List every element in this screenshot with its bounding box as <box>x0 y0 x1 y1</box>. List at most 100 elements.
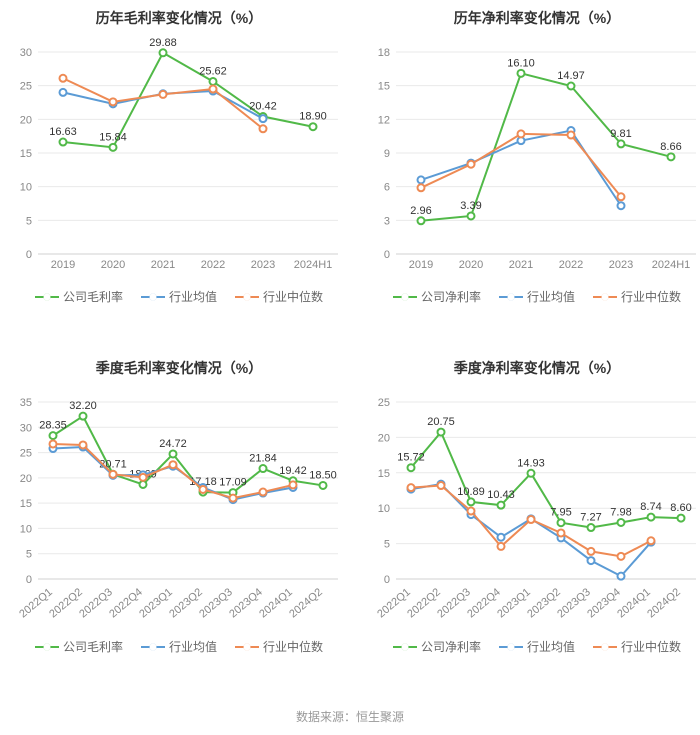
series-marker <box>418 176 425 183</box>
legend-swatch <box>141 641 165 653</box>
value-label: 21.84 <box>249 453 277 465</box>
chart-panel-annual_gross: 历年毛利率变化情况（%）0510152025302019202020212022… <box>0 0 358 350</box>
svg-text:2024Q1: 2024Q1 <box>257 586 295 620</box>
svg-text:25: 25 <box>20 448 32 460</box>
svg-text:2022Q3: 2022Q3 <box>435 586 473 620</box>
value-label: 20.75 <box>427 416 455 428</box>
legend-label: 行业均值 <box>527 288 575 305</box>
series-marker <box>618 553 625 560</box>
svg-text:2022Q1: 2022Q1 <box>17 586 55 620</box>
legend-label: 行业均值 <box>527 638 575 655</box>
legend: 公司毛利率行业均值行业中位数 <box>4 638 354 655</box>
value-label: 7.95 <box>550 507 571 519</box>
value-label: 16.10 <box>507 57 535 69</box>
series-line-company <box>411 432 681 527</box>
svg-text:2024Q2: 2024Q2 <box>645 586 683 620</box>
svg-text:35: 35 <box>20 397 32 409</box>
series-marker <box>668 153 675 160</box>
series-marker <box>110 144 117 151</box>
svg-text:5: 5 <box>26 549 32 561</box>
value-label: 8.60 <box>670 502 691 514</box>
series-line-company <box>421 73 671 220</box>
series-marker <box>588 548 595 555</box>
legend-item-company: 公司净利率 <box>393 638 481 655</box>
series-marker <box>588 557 595 564</box>
legend-item-company: 公司毛利率 <box>35 288 123 305</box>
chart-title: 季度净利率变化情况（%） <box>362 358 700 378</box>
svg-text:20: 20 <box>378 432 390 444</box>
series-marker <box>438 482 445 489</box>
series-marker <box>528 516 535 523</box>
legend-label: 行业中位数 <box>263 288 323 305</box>
svg-text:2023Q3: 2023Q3 <box>197 586 235 620</box>
svg-text:9: 9 <box>384 148 390 160</box>
series-marker <box>80 413 87 420</box>
legend-item-industry_avg: 行业均值 <box>141 638 217 655</box>
series-marker <box>618 519 625 526</box>
chart-svg: 05101520252022Q12022Q22022Q32022Q42023Q1… <box>362 384 700 634</box>
chart-svg: 051015202530201920202021202220232024H116… <box>4 34 354 284</box>
series-marker <box>618 193 625 200</box>
value-label: 25.62 <box>199 65 227 77</box>
series-marker <box>518 130 525 137</box>
series-marker <box>320 482 327 489</box>
svg-text:2022Q2: 2022Q2 <box>47 586 85 620</box>
series-marker <box>60 75 67 82</box>
series-marker <box>260 465 267 472</box>
series-marker <box>418 217 425 224</box>
legend-swatch <box>393 641 417 653</box>
svg-text:18: 18 <box>378 47 390 59</box>
value-label: 10.89 <box>457 486 485 498</box>
series-marker <box>408 464 415 471</box>
legend-swatch <box>593 291 617 303</box>
value-label: 16.63 <box>49 126 77 138</box>
svg-text:2023Q3: 2023Q3 <box>555 586 593 620</box>
chart-grid: 历年毛利率变化情况（%）0510152025302019202020212022… <box>0 0 700 700</box>
series-marker <box>468 212 475 219</box>
svg-text:2022Q3: 2022Q3 <box>77 586 115 620</box>
legend-swatch <box>393 291 417 303</box>
series-marker <box>648 514 655 521</box>
series-marker <box>568 132 575 139</box>
svg-text:5: 5 <box>26 215 32 227</box>
value-label: 7.98 <box>610 507 631 519</box>
legend-label: 行业中位数 <box>621 638 681 655</box>
legend: 公司净利率 行业均值 行业中位数 <box>362 638 700 655</box>
series-marker <box>618 140 625 147</box>
series-marker <box>558 519 565 526</box>
value-label: 28.35 <box>39 420 67 432</box>
series-marker <box>438 429 445 436</box>
legend-label: 公司净利率 <box>421 638 481 655</box>
chart-title: 季度毛利率变化情况（%） <box>4 358 354 378</box>
value-label: 2.96 <box>410 205 431 217</box>
series-marker <box>50 432 57 439</box>
series-marker <box>60 89 67 96</box>
series-marker <box>60 139 67 146</box>
series-marker <box>260 125 267 132</box>
value-label: 14.97 <box>557 70 585 82</box>
legend-item-industry_avg: 行业均值 <box>141 288 217 305</box>
svg-text:2022Q4: 2022Q4 <box>465 586 503 620</box>
svg-text:2023: 2023 <box>609 259 633 271</box>
svg-text:2023Q1: 2023Q1 <box>495 586 533 620</box>
value-label: 8.74 <box>640 501 661 513</box>
legend-swatch <box>593 641 617 653</box>
series-marker <box>260 489 267 496</box>
series-marker <box>200 486 207 493</box>
svg-text:20: 20 <box>20 473 32 485</box>
legend-item-company: 公司净利率 <box>393 288 481 305</box>
chart-svg: 051015202530352022Q12022Q22022Q32022Q420… <box>4 384 354 634</box>
value-label: 20.42 <box>249 101 277 113</box>
svg-text:2024H1: 2024H1 <box>294 259 333 271</box>
series-marker <box>140 474 147 481</box>
legend-swatch <box>141 291 165 303</box>
legend-item-industry_median: 行业中位数 <box>235 638 323 655</box>
legend-label: 公司毛利率 <box>63 288 123 305</box>
svg-text:10: 10 <box>20 523 32 535</box>
svg-text:2022: 2022 <box>559 259 583 271</box>
legend-label: 行业中位数 <box>263 638 323 655</box>
value-label: 8.66 <box>660 141 681 153</box>
svg-text:25: 25 <box>20 81 32 93</box>
series-marker <box>618 573 625 580</box>
series-marker <box>568 83 575 90</box>
